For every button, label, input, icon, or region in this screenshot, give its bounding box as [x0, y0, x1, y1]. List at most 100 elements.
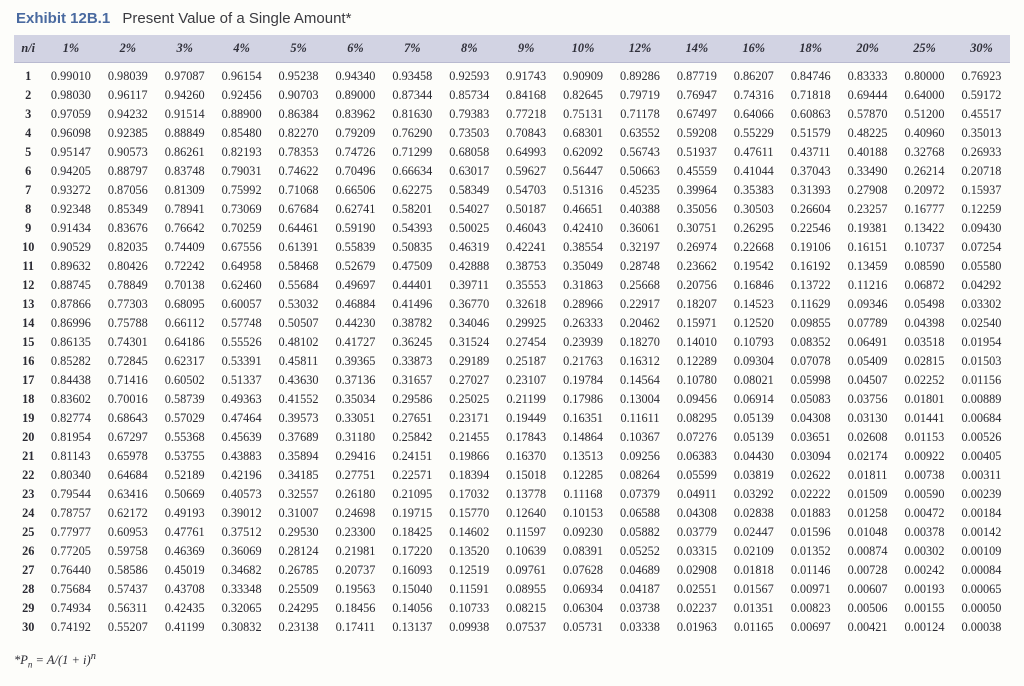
- cell-value: 0.87344: [384, 86, 441, 105]
- cell-value: 0.30751: [668, 219, 725, 238]
- footnote-formula: *Pn = A/(1 + i)n: [14, 651, 1010, 670]
- cell-value: 0.59172: [953, 86, 1010, 105]
- cell-value: 0.13722: [782, 276, 839, 295]
- cell-value: 0.63416: [99, 485, 156, 504]
- cell-value: 0.03819: [725, 466, 782, 485]
- cell-value: 0.32618: [498, 295, 555, 314]
- cell-value: 0.00109: [953, 542, 1010, 561]
- cell-value: 0.96098: [42, 124, 99, 143]
- cell-value: 0.10733: [441, 599, 498, 618]
- table-row: 290.749340.563110.424350.320650.242950.1…: [14, 599, 1010, 618]
- cell-value: 0.19449: [498, 409, 555, 428]
- cell-value: 0.72242: [156, 257, 213, 276]
- cell-value: 0.13513: [555, 447, 612, 466]
- cell-value: 0.33873: [384, 352, 441, 371]
- cell-value: 0.75131: [555, 105, 612, 124]
- cell-value: 0.01165: [725, 618, 782, 637]
- cell-value: 0.29530: [270, 523, 327, 542]
- row-index: 20: [14, 428, 42, 447]
- cell-value: 0.94232: [99, 105, 156, 124]
- cell-value: 0.45235: [612, 181, 669, 200]
- cell-value: 0.70138: [156, 276, 213, 295]
- cell-value: 0.07537: [498, 618, 555, 637]
- cell-value: 0.10367: [612, 428, 669, 447]
- cell-value: 0.68058: [441, 143, 498, 162]
- cell-value: 0.02838: [725, 504, 782, 523]
- cell-value: 0.19381: [839, 219, 896, 238]
- col-header: 20%: [839, 35, 896, 63]
- row-index: 15: [14, 333, 42, 352]
- cell-value: 0.02540: [953, 314, 1010, 333]
- cell-value: 0.31524: [441, 333, 498, 352]
- cell-value: 0.34682: [213, 561, 270, 580]
- cell-value: 0.23107: [498, 371, 555, 390]
- table-row: 50.951470.905730.862610.821930.783530.74…: [14, 143, 1010, 162]
- table-row: 110.896320.804260.722420.649580.584680.5…: [14, 257, 1010, 276]
- row-index: 26: [14, 542, 42, 561]
- cell-value: 0.02109: [725, 542, 782, 561]
- cell-value: 0.05998: [782, 371, 839, 390]
- cell-value: 0.01048: [839, 523, 896, 542]
- cell-value: 0.71068: [270, 181, 327, 200]
- cell-value: 0.35049: [555, 257, 612, 276]
- col-header: 16%: [725, 35, 782, 63]
- cell-value: 0.00311: [953, 466, 1010, 485]
- cell-value: 0.19542: [725, 257, 782, 276]
- cell-value: 0.85349: [99, 200, 156, 219]
- cell-value: 0.60953: [99, 523, 156, 542]
- cell-value: 0.09430: [953, 219, 1010, 238]
- cell-value: 0.35034: [327, 390, 384, 409]
- cell-value: 0.03338: [612, 618, 669, 637]
- row-index: 5: [14, 143, 42, 162]
- cell-value: 0.15971: [668, 314, 725, 333]
- cell-value: 0.23939: [555, 333, 612, 352]
- cell-value: 0.51579: [782, 124, 839, 143]
- cell-value: 0.50669: [156, 485, 213, 504]
- table-row: 80.923480.853490.789410.730690.676840.62…: [14, 200, 1010, 219]
- cell-value: 0.00302: [896, 542, 953, 561]
- cell-value: 0.74192: [42, 618, 99, 637]
- cell-value: 0.60057: [213, 295, 270, 314]
- cell-value: 0.45559: [668, 162, 725, 181]
- cell-value: 0.64000: [896, 86, 953, 105]
- cell-value: 0.15040: [384, 580, 441, 599]
- cell-value: 0.07789: [839, 314, 896, 333]
- cell-value: 0.01818: [725, 561, 782, 580]
- cell-value: 0.16351: [555, 409, 612, 428]
- cell-value: 0.10153: [555, 504, 612, 523]
- cell-value: 0.13459: [839, 257, 896, 276]
- cell-value: 0.27454: [498, 333, 555, 352]
- cell-value: 0.19106: [782, 238, 839, 257]
- cell-value: 0.07078: [782, 352, 839, 371]
- cell-value: 0.05139: [725, 409, 782, 428]
- cell-value: 0.15770: [441, 504, 498, 523]
- cell-value: 0.09256: [612, 447, 669, 466]
- cell-value: 0.53755: [156, 447, 213, 466]
- cell-value: 0.20756: [668, 276, 725, 295]
- cell-value: 0.47464: [213, 409, 270, 428]
- col-header: 14%: [668, 35, 725, 63]
- cell-value: 0.62275: [384, 181, 441, 200]
- cell-value: 0.82774: [42, 409, 99, 428]
- cell-value: 0.49697: [327, 276, 384, 295]
- cell-value: 0.91514: [156, 105, 213, 124]
- cell-value: 0.22917: [612, 295, 669, 314]
- cell-value: 0.52679: [327, 257, 384, 276]
- cell-value: 0.14523: [725, 295, 782, 314]
- cell-value: 0.59627: [498, 162, 555, 181]
- cell-value: 0.01503: [953, 352, 1010, 371]
- cell-value: 0.05409: [839, 352, 896, 371]
- cell-value: 0.00506: [839, 599, 896, 618]
- cell-value: 0.16312: [612, 352, 669, 371]
- cell-value: 0.96154: [213, 63, 270, 87]
- cell-value: 0.19866: [441, 447, 498, 466]
- cell-value: 0.08955: [498, 580, 555, 599]
- cell-value: 0.19563: [327, 580, 384, 599]
- cell-value: 0.21981: [327, 542, 384, 561]
- cell-value: 0.84438: [42, 371, 99, 390]
- row-index: 16: [14, 352, 42, 371]
- cell-value: 0.80426: [99, 257, 156, 276]
- cell-value: 0.10780: [668, 371, 725, 390]
- cell-value: 0.47509: [384, 257, 441, 276]
- cell-value: 0.29416: [327, 447, 384, 466]
